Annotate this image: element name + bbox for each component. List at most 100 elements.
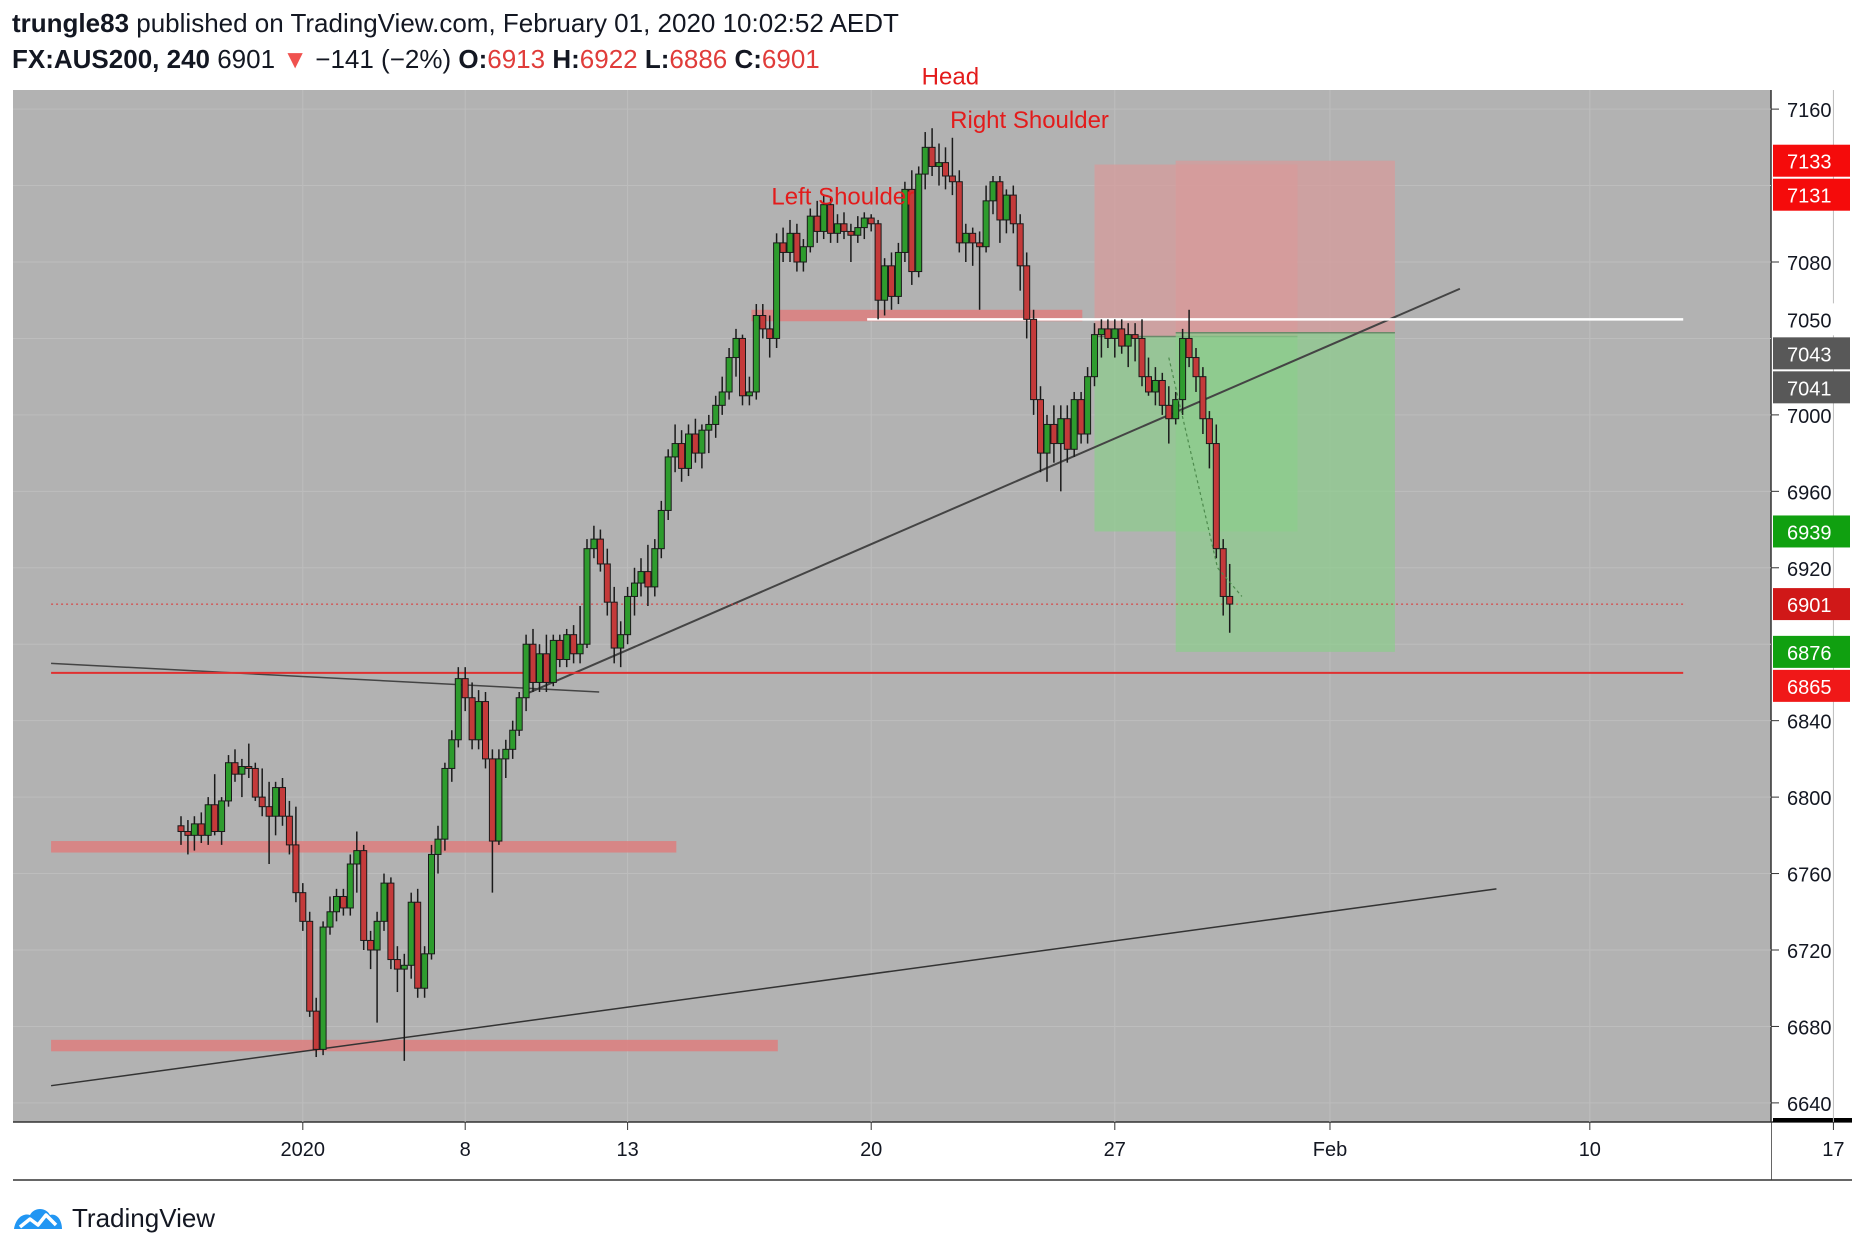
candle [685,424,692,477]
candle-body [725,357,733,393]
candle-body [265,806,273,817]
candle-body [888,265,895,297]
brand-name[interactable]: TradingView [72,1202,216,1233]
candle-body [225,762,233,802]
candle-body [245,766,253,769]
candle [225,755,233,807]
low-label: L: [644,44,670,74]
candle-body [448,739,456,769]
high-value: 6922 [579,44,638,74]
candle [509,720,517,759]
candle-body [1009,194,1017,225]
low-value: 6886 [669,44,728,74]
candle-body [827,204,835,234]
candle [888,252,895,310]
candle [1002,189,1010,234]
candle [556,634,564,668]
candle [332,888,340,922]
candle-body [1138,337,1146,378]
candle-body [955,181,963,244]
plot-area[interactable] [13,90,1771,1122]
candle-body [502,748,510,760]
candle-body [590,538,598,550]
candle [211,774,219,836]
candle-body [495,758,503,842]
time-tick-label: 13 [616,1139,638,1161]
candle [745,376,753,406]
trend-lines [50,287,1684,1087]
candle [515,692,523,736]
time-ticks: 2020 8 13 20 27 Feb 10 17 [281,1122,1845,1161]
candle-body [576,643,584,655]
candle [414,888,422,998]
candle-body [738,337,746,397]
candle-body [353,850,361,865]
candle-body [441,767,449,840]
candle [421,946,429,998]
candle [610,586,618,664]
candle [678,430,686,482]
candle-body [346,863,354,909]
price-badge-stop [1773,178,1850,211]
candle-body [1144,376,1152,393]
candle [989,176,997,215]
candle [1179,328,1187,415]
candle [583,539,591,649]
candle-body [1131,334,1139,339]
candle [231,749,239,782]
candle-body [563,634,571,661]
time-tick-label: 2020 [281,1139,326,1161]
candle [218,797,226,845]
candle-body [428,853,436,955]
time-tick-label: 17 [1822,1139,1844,1161]
candle-body [1057,418,1065,445]
candle [969,227,977,266]
candle-body [1226,595,1234,605]
candle [908,170,916,285]
price-badge-entry [1773,371,1850,404]
candle [319,921,327,1056]
candle-body [339,895,347,909]
candle [346,854,354,916]
candle [461,667,469,712]
author-name[interactable]: trungle83 [12,8,130,38]
open-label: O: [458,44,488,74]
candle-body [1158,379,1166,406]
candle [1138,319,1146,387]
candle [1091,323,1098,387]
candle-body [631,582,639,597]
candle [1030,309,1038,415]
candle-body [1023,265,1031,320]
time-axis[interactable] [13,1122,1771,1180]
price-badge-level [1773,303,1850,336]
candle [637,558,645,597]
candle [657,500,665,559]
candle [820,195,828,240]
open-value: 6913 [487,44,546,74]
candle [718,376,726,415]
candle-body [834,223,842,234]
candle [360,844,368,950]
candle-body [407,901,415,966]
candle [752,304,760,400]
candle [1104,319,1112,348]
candle-body [712,404,720,425]
candle-body [1118,328,1126,347]
candle-body [1172,399,1180,420]
candle-body [793,232,801,263]
price-badge-label: 7041 [1787,378,1832,400]
price-badge-label: 7050 [1787,310,1832,332]
candle [1131,323,1139,362]
candle [535,644,543,692]
candle-body [644,571,652,588]
price-tick-label: 6760 [1787,865,1832,887]
candle-body [752,315,760,393]
candle [631,567,639,616]
candle-body [400,964,408,970]
zone-6670 [51,1039,778,1052]
candle-body [319,926,327,1050]
candle-body [414,901,422,989]
candle-body [773,242,781,339]
candle [1172,391,1180,425]
